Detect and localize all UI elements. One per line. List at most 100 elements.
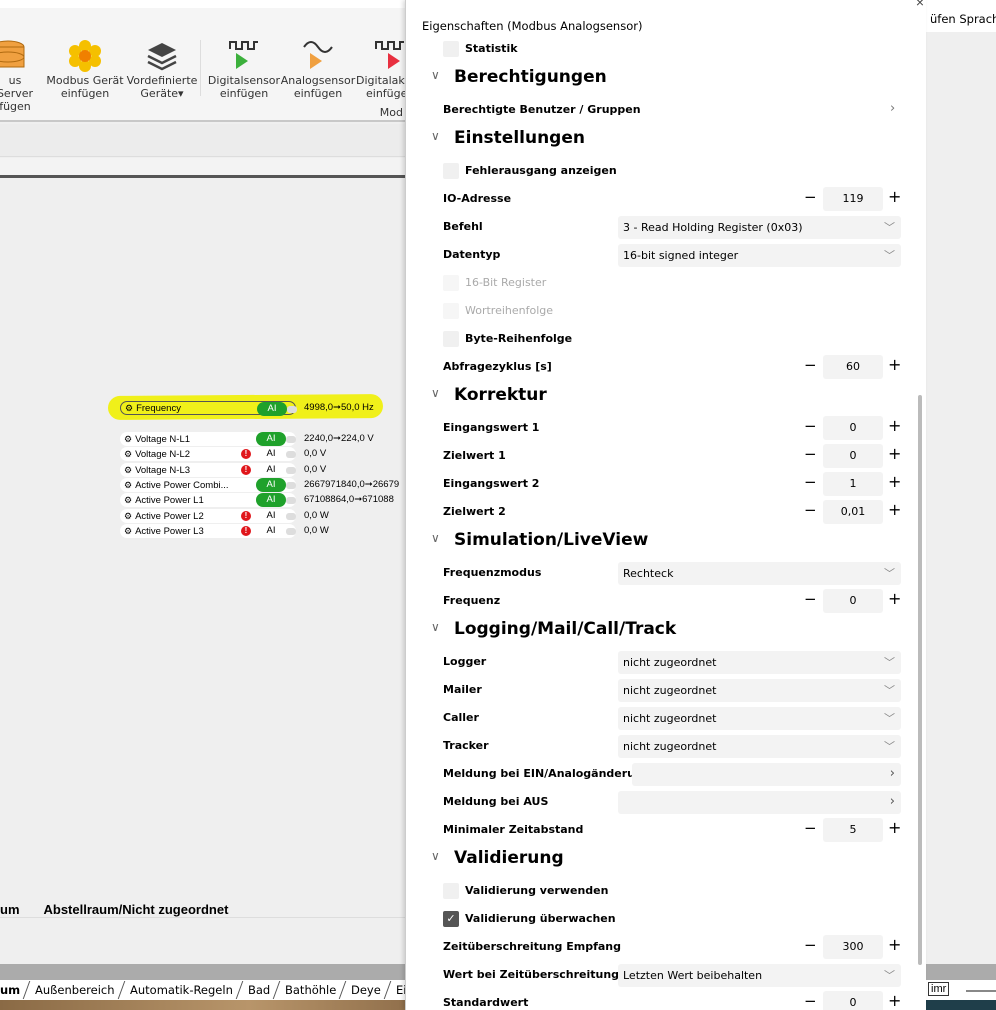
section-header-berechtigungen[interactable]: ∨ Berechtigungen [406, 63, 926, 96]
checkbox[interactable] [443, 163, 459, 179]
section-header-logging-mail-call-track[interactable]: ∨ Logging/Mail/Call/Track [406, 615, 926, 648]
toggle[interactable] [287, 406, 297, 413]
dropdown[interactable]: nicht zugeordnet ﹀ [618, 651, 901, 674]
increment-button[interactable]: + [888, 500, 902, 519]
device-item[interactable]: ⚙ Voltage N-L1 AI [120, 432, 296, 446]
decrement-button[interactable]: − [804, 445, 817, 463]
decrement-button[interactable]: − [804, 501, 817, 519]
toggle[interactable] [286, 467, 296, 474]
chevron-down-icon: ﹀ [884, 221, 895, 234]
number-input[interactable]: 0 [823, 991, 883, 1010]
close-icon[interactable]: × [915, 0, 924, 10]
chevron-down-icon[interactable]: ∨ [431, 68, 440, 82]
toggle[interactable] [286, 482, 296, 489]
property-row[interactable]: Berechtigte Benutzer / Gruppen › [406, 96, 926, 124]
tab-label: Automatik-Regeln [129, 983, 233, 997]
predefined-devices-button[interactable]: Vordefinierte Geräte▾ [126, 38, 198, 100]
checkbox[interactable] [443, 883, 459, 899]
menu-bar-right[interactable]: üfen Sprach [926, 8, 996, 32]
number-input[interactable]: 0 [823, 416, 883, 440]
increment-button[interactable]: + [888, 444, 902, 463]
dropdown[interactable]: nicht zugeordnet ﹀ [618, 679, 901, 702]
dropdown[interactable]: Letzten Wert beibehalten ﹀ [618, 964, 901, 987]
gear-icon[interactable]: ⚙ [125, 402, 134, 413]
dropdown[interactable]: Rechteck ﹀ [618, 562, 901, 585]
increment-button[interactable]: + [888, 472, 902, 491]
device-item[interactable]: ⚙ Active Power L1 AI [120, 493, 296, 507]
increment-button[interactable]: + [888, 818, 902, 837]
increment-button[interactable]: + [888, 187, 902, 206]
dropdown[interactable]: nicht zugeordnet ﹀ [618, 735, 901, 758]
gear-icon[interactable]: ⚙ [124, 494, 133, 505]
decrement-button[interactable]: − [804, 992, 817, 1010]
chevron-down-icon[interactable]: ∨ [431, 849, 440, 863]
link-field[interactable]: › [618, 791, 901, 814]
dropdown[interactable]: 16-bit signed integer ﹀ [618, 244, 901, 267]
number-input[interactable]: 1 [823, 472, 883, 496]
modbus-device-button[interactable]: Modbus Gerät einfügen [46, 38, 124, 100]
dropdown[interactable]: nicht zugeordnet ﹀ [618, 707, 901, 730]
decrement-button[interactable]: − [804, 936, 817, 954]
chevron-right-icon[interactable]: › [890, 101, 896, 116]
tab-1[interactable]: Außenbereich [22, 981, 124, 999]
dropdown[interactable]: 3 - Read Holding Register (0x03) ﹀ [618, 216, 901, 239]
device-item[interactable]: ⚙ Voltage N-L2! AI [120, 447, 296, 461]
decrement-button[interactable]: − [804, 356, 817, 374]
tab-2[interactable]: Automatik-Regeln [117, 981, 242, 999]
chevron-down-icon[interactable]: ∨ [431, 129, 440, 143]
number-input[interactable]: 0,01 [823, 500, 883, 524]
device-item[interactable]: ⚙ Voltage N-L3! AI [120, 463, 296, 477]
toggle[interactable] [286, 513, 296, 520]
increment-button[interactable]: + [888, 416, 902, 435]
tab-4[interactable]: Bathöhle [272, 981, 346, 999]
tab-5[interactable]: Deye [338, 981, 391, 999]
chevron-down-icon[interactable]: ∨ [431, 620, 440, 634]
modbus-server-button[interactable]: us Server fügen [0, 38, 40, 113]
decrement-button[interactable]: − [804, 473, 817, 491]
increment-button[interactable]: + [888, 991, 902, 1010]
gear-icon[interactable]: ⚙ [124, 510, 133, 521]
decrement-button[interactable]: − [804, 590, 817, 608]
section-header-simulation-liveview[interactable]: ∨ Simulation/LiveView [406, 526, 926, 559]
number-input[interactable]: 300 [823, 935, 883, 959]
increment-button[interactable]: + [888, 355, 902, 374]
tab-right[interactable]: imr [928, 982, 950, 996]
decrement-button[interactable]: − [804, 417, 817, 435]
digital-actuator-button[interactable]: Digitalakt einfüge [354, 38, 430, 100]
digital-sensor-button[interactable]: Digitalsensor einfügen [206, 38, 282, 100]
toggle[interactable] [286, 436, 296, 443]
gear-icon[interactable]: ⚙ [124, 448, 133, 459]
device-item[interactable]: ⚙ Active Power L3! AI [120, 524, 296, 538]
checkbox[interactable] [443, 331, 459, 347]
increment-button[interactable]: + [888, 589, 902, 608]
device-item[interactable]: ⚙ Active Power Combi... AI [120, 478, 296, 492]
analog-sensor-button[interactable]: Analogsensor einfügen [280, 38, 356, 100]
toggle[interactable] [286, 497, 296, 504]
device-item[interactable]: ⚙ Frequency AI [120, 401, 297, 416]
increment-button[interactable]: + [888, 935, 902, 954]
gear-icon[interactable]: ⚙ [124, 464, 133, 475]
chevron-down-icon[interactable]: ∨ [431, 386, 440, 400]
section-header-korrektur[interactable]: ∨ Korrektur [406, 381, 926, 414]
scrollbar[interactable] [918, 395, 922, 965]
toggle[interactable] [286, 528, 296, 535]
gear-icon[interactable]: ⚙ [124, 525, 133, 536]
modbus-device-icon [46, 38, 124, 74]
gear-icon[interactable]: ⚙ [124, 433, 133, 444]
chevron-down-icon[interactable]: ∨ [431, 531, 440, 545]
decrement-button[interactable]: − [804, 188, 817, 206]
section-header-einstellungen[interactable]: ∨ Einstellungen [406, 124, 926, 157]
toggle[interactable] [286, 451, 296, 458]
checkbox[interactable]: ✓ [443, 911, 459, 927]
gear-icon[interactable]: ⚙ [124, 479, 133, 490]
decrement-button[interactable]: − [804, 819, 817, 837]
device-item[interactable]: ⚙ Active Power L2! AI [120, 509, 296, 523]
number-input[interactable]: 119 [823, 187, 883, 211]
section-header-validierung[interactable]: ∨ Validierung [406, 844, 926, 877]
link-field[interactable]: › [632, 763, 901, 786]
number-input[interactable]: 60 [823, 355, 883, 379]
checkbox[interactable] [443, 41, 459, 57]
number-input[interactable]: 0 [823, 589, 883, 613]
number-input[interactable]: 5 [823, 818, 883, 842]
number-input[interactable]: 0 [823, 444, 883, 468]
